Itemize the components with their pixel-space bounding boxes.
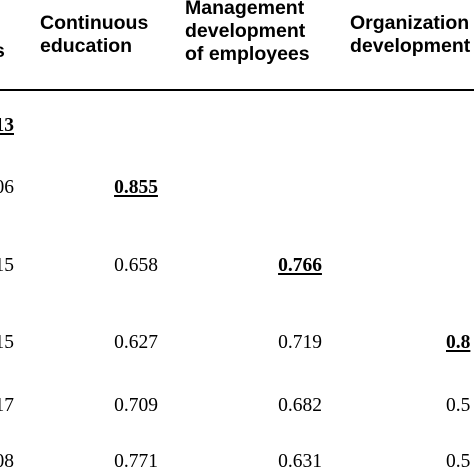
cell-value: 15: [0, 332, 14, 353]
table-cell: 0.631: [256, 451, 344, 473]
cell-value: 0.682: [278, 395, 322, 416]
cell-value: 0.5: [446, 395, 471, 416]
cell-value: 0.771: [114, 451, 158, 472]
cell-value: 0.719: [278, 332, 322, 353]
header-line: development: [185, 20, 306, 42]
header-line: education: [40, 35, 133, 57]
table-cell: 0.682: [256, 395, 344, 417]
header-line: Management: [185, 0, 305, 19]
header-line: Continuous: [40, 12, 149, 34]
table-cell: 15: [0, 255, 14, 277]
cell-value: 06: [0, 177, 14, 198]
header-line: development: [350, 35, 471, 57]
table-cell: 0.719: [256, 332, 344, 354]
cell-value: 0.658: [114, 255, 158, 276]
cell-value: 0.631: [278, 451, 322, 472]
header-col-0-text: s: [0, 40, 5, 62]
table-cell: 0.709: [92, 395, 180, 417]
table-cell: 0.5: [446, 395, 474, 417]
cell-value: 0.8: [446, 332, 471, 353]
header-rule: [0, 89, 474, 91]
cell-value: 0.855: [114, 177, 158, 198]
cell-value: 17: [0, 395, 14, 416]
table-cell: 0.8: [446, 332, 474, 354]
table-cell: 13: [0, 115, 14, 137]
table-cell: 15: [0, 332, 14, 354]
table-cell: 0.766: [256, 255, 344, 277]
cell-value: 0.766: [278, 255, 322, 276]
table-cell: 0.771: [92, 451, 180, 473]
table-cell: 06: [0, 177, 14, 199]
cell-value: 13: [0, 115, 14, 136]
table-cell: 0.658: [92, 255, 180, 277]
header-organization-development: Organization development: [350, 12, 470, 58]
cell-value: 0.709: [114, 395, 158, 416]
header-line: Organization: [350, 12, 470, 34]
header-continuous-education: Continuous education: [40, 12, 148, 58]
table-cell: 0.627: [92, 332, 180, 354]
header-line: of employees: [185, 43, 310, 65]
header-col-0: s: [0, 40, 5, 63]
cell-value: 08: [0, 451, 14, 472]
cell-value: 15: [0, 255, 14, 276]
table-cell: 0.855: [92, 177, 180, 199]
cell-value: 0.5: [446, 451, 471, 472]
table-cell: 17: [0, 395, 14, 417]
table-cell: 0.5: [446, 451, 474, 473]
cell-value: 0.627: [114, 332, 158, 353]
header-management-development: Management development of employees: [185, 0, 310, 66]
table-cell: 08: [0, 451, 14, 473]
